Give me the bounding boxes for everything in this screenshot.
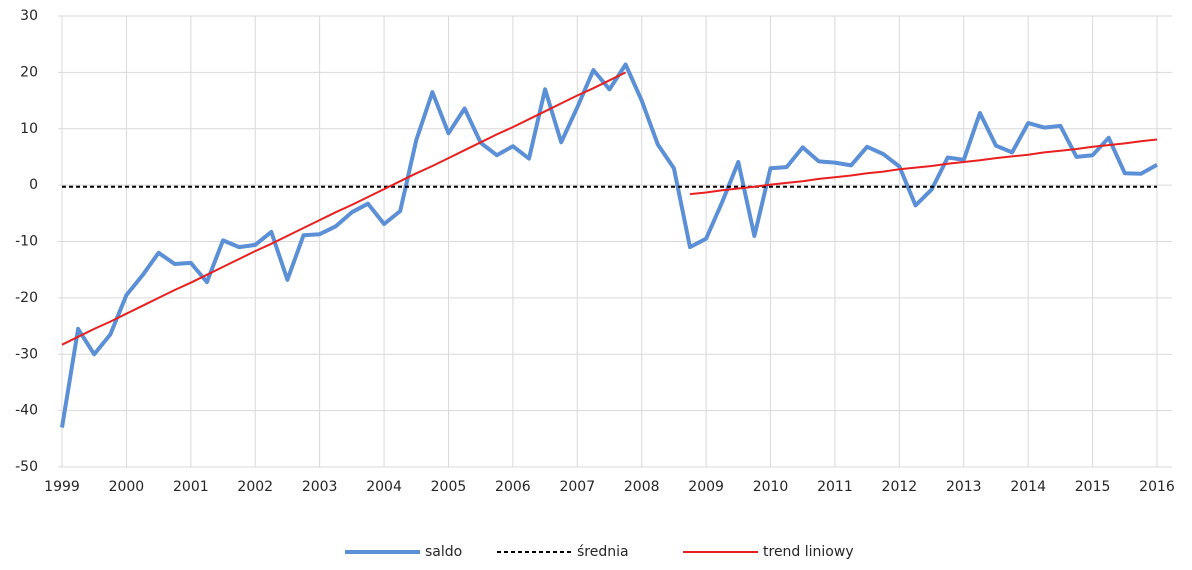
x-tick-label: 2000	[109, 479, 145, 495]
series-line	[61, 71, 1158, 346]
x-tick-label: 2009	[688, 479, 724, 495]
x-tick-label: 2016	[1139, 479, 1175, 495]
y-tick-label: -30	[15, 346, 38, 362]
legend-label: średnia	[577, 544, 629, 560]
x-tick-label: 2012	[882, 479, 918, 495]
x-tick-label: 2007	[559, 479, 595, 495]
x-tick-label: 2014	[1010, 479, 1046, 495]
x-tick-label: 1999	[44, 479, 80, 495]
x-tick-label: 2013	[946, 479, 982, 495]
x-tick-label: 2002	[237, 479, 273, 495]
legend-label: saldo	[425, 544, 462, 560]
y-tick-label: 10	[20, 121, 38, 137]
series-line	[60, 62, 1158, 428]
y-tick-label: -50	[15, 459, 38, 475]
x-tick-label: 2015	[1075, 479, 1111, 495]
x-tick-label: 2011	[817, 479, 853, 495]
x-tick-label: 2006	[495, 479, 531, 495]
legend-label: trend liniowy	[763, 544, 854, 560]
y-tick-label: 0	[29, 177, 38, 193]
x-tick-label: 2003	[302, 479, 338, 495]
y-tick-label: -20	[15, 290, 38, 306]
y-tick-label: -40	[15, 403, 38, 419]
y-tick-label: 30	[20, 8, 38, 24]
x-tick-label: 2004	[366, 479, 402, 495]
y-tick-label: -10	[15, 234, 38, 250]
x-tick-label: 2010	[753, 479, 789, 495]
x-tick-label: 2001	[173, 479, 209, 495]
x-tick-label: 2008	[624, 479, 660, 495]
y-tick-label: 20	[20, 64, 38, 80]
x-tick-label: 2005	[431, 479, 467, 495]
